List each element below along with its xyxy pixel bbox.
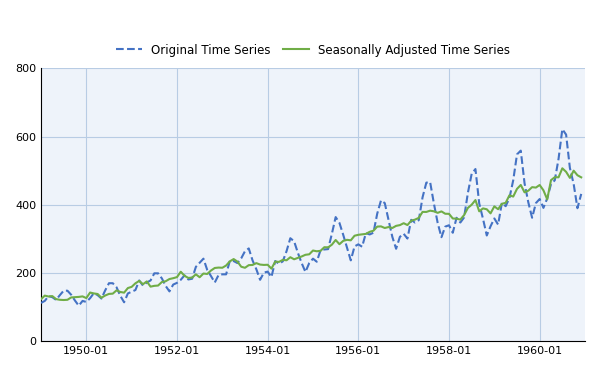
Legend: Original Time Series, Seasonally Adjusted Time Series: Original Time Series, Seasonally Adjuste…: [111, 39, 515, 61]
